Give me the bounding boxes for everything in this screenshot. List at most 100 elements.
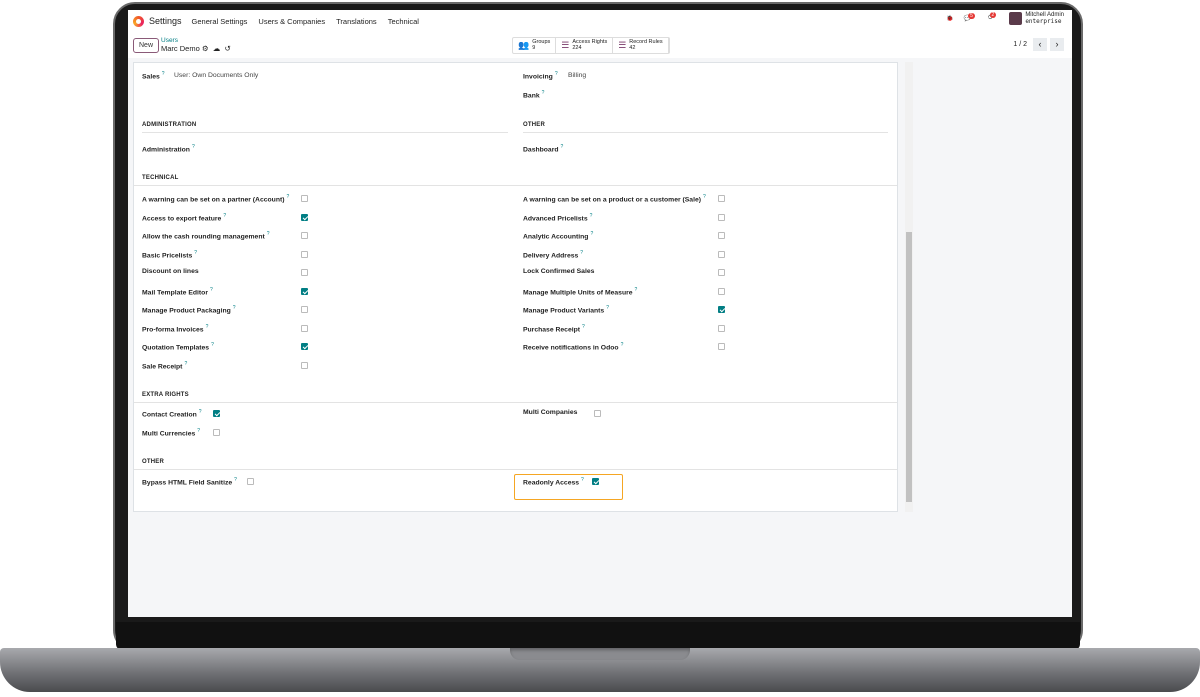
readonly-access-highlight xyxy=(514,474,623,500)
invoicing-value[interactable]: Billing xyxy=(568,72,587,79)
bug-icon[interactable]: 🐞 xyxy=(946,16,954,23)
help-icon[interactable]: ? xyxy=(590,231,594,237)
pro-forma-invoices-label: Pro-forma Invoices? xyxy=(142,323,209,333)
delivery-address-checkbox[interactable] xyxy=(718,250,725,258)
section-technical: TECHNICAL xyxy=(142,175,179,181)
groups-button[interactable]: 👥 Groups 9 xyxy=(513,38,557,53)
save-cloud-icon[interactable]: ☁ xyxy=(212,44,221,53)
purchase-receipt-label: Purchase Receipt? xyxy=(523,323,585,333)
help-icon[interactable]: ? xyxy=(620,342,624,348)
help-icon[interactable]: ? xyxy=(197,427,201,434)
analytic-accounting-checkbox[interactable] xyxy=(718,232,725,239)
messages-icon[interactable]: 💬5 xyxy=(963,13,975,23)
help-icon[interactable]: ? xyxy=(606,305,609,311)
help-icon[interactable]: ? xyxy=(286,194,290,200)
help-icon[interactable]: ? xyxy=(582,323,585,330)
multi-currencies-checkbox[interactable] xyxy=(213,428,220,436)
help-icon[interactable]: ? xyxy=(198,409,202,415)
help-icon[interactable]: ? xyxy=(703,194,706,200)
divider xyxy=(134,185,897,186)
discount-on-lines-checkbox[interactable] xyxy=(301,269,308,276)
control-panel: New Users Marc Demo ⚙ ☁ ↺ 👥 Groups 9 ☰ Acce… xyxy=(128,36,1072,58)
menu-general-settings[interactable]: General Settings xyxy=(191,16,248,26)
sales-value[interactable]: User: Own Documents Only xyxy=(174,72,259,79)
bypass-html-field-sanitize-label: Bypass HTML Field Sanitize? xyxy=(142,477,237,487)
help-icon[interactable]: ? xyxy=(266,231,270,237)
app-name[interactable]: Settings xyxy=(149,16,182,26)
access-rights-button[interactable]: ☰ Access Rights 224 xyxy=(556,38,614,53)
new-button[interactable]: New xyxy=(133,38,160,53)
invoicing-label: Invoicing? xyxy=(523,71,558,81)
scrollbar[interactable] xyxy=(905,62,913,512)
stat-label: Access Rights xyxy=(572,39,608,45)
help-icon[interactable]: ? xyxy=(194,249,198,256)
advanced-pricelists-checkbox[interactable] xyxy=(718,213,725,221)
form-sheet: Sales? User: Own Documents Only Invoicin… xyxy=(133,62,898,512)
previous-button[interactable]: ‹ xyxy=(1033,38,1047,51)
pro-forma-invoices-checkbox[interactable] xyxy=(301,324,308,332)
access-to-export-feature-checkbox[interactable] xyxy=(301,213,308,221)
breadcrumb: Users Marc Demo ⚙ ☁ ↺ xyxy=(161,37,231,53)
avatar[interactable] xyxy=(1009,12,1023,26)
menu-translations[interactable]: Translations xyxy=(336,16,377,26)
form-body: Sales? User: Own Documents Only Invoicin… xyxy=(128,58,1072,617)
a-warning-can-be-set-on-a-partner-account-checkbox[interactable] xyxy=(301,195,308,202)
menu-users-companies[interactable]: Users & Companies xyxy=(258,16,326,26)
divider xyxy=(142,132,508,133)
stat-label: Groups xyxy=(532,39,551,45)
gear-icon[interactable]: ⚙ xyxy=(201,44,209,53)
help-icon[interactable]: ? xyxy=(634,286,638,293)
user-name[interactable]: Mitchell Admin xyxy=(1025,12,1064,18)
help-icon[interactable]: ? xyxy=(211,342,214,348)
smart-buttons: 👥 Groups 9 ☰ Access Rights 224 ☰ Record Rules… xyxy=(512,37,670,54)
bypass-html-field-sanitize-checkbox[interactable] xyxy=(247,478,254,485)
breadcrumb-users[interactable]: Users xyxy=(161,37,178,44)
manage-multiple-units-of-measure-label: Manage Multiple Units of Measure? xyxy=(523,286,638,296)
next-button[interactable]: › xyxy=(1050,38,1064,51)
receive-notifications-in-odoo-checkbox[interactable] xyxy=(718,343,725,350)
receive-notifications-in-odoo-label: Receive notifications in Odoo? xyxy=(523,342,624,352)
lock-confirmed-sales-checkbox[interactable] xyxy=(718,269,725,276)
help-icon[interactable]: ? xyxy=(589,212,593,219)
purchase-receipt-checkbox[interactable] xyxy=(718,324,725,332)
manage-product-packaging-checkbox[interactable] xyxy=(301,306,308,313)
basic-pricelists-checkbox[interactable] xyxy=(301,250,308,258)
help-icon[interactable]: ? xyxy=(209,286,213,293)
mail-template-editor-checkbox[interactable] xyxy=(301,287,308,295)
readonly-access-checkbox[interactable] xyxy=(592,478,599,485)
odoo-logo-icon[interactable] xyxy=(133,15,144,27)
multi-companies-checkbox[interactable] xyxy=(594,410,601,417)
allow-the-cash-rounding-management-checkbox[interactable] xyxy=(301,232,308,239)
help-icon[interactable]: ? xyxy=(205,323,209,330)
manage-multiple-units-of-measure-checkbox[interactable] xyxy=(718,287,725,295)
contact-creation-checkbox[interactable] xyxy=(213,410,220,417)
record-rules-button[interactable]: ☰ Record Rules 42 xyxy=(613,38,669,53)
a-warning-can-be-set-on-a-product-or-a-customer-sale-label: A warning can be set on a product or a c… xyxy=(523,194,706,204)
menu-technical[interactable]: Technical xyxy=(387,16,419,26)
stat-label: Record Rules xyxy=(629,39,663,45)
users-icon: 👥 xyxy=(518,40,530,50)
screen: Settings General Settings Users & Compan… xyxy=(128,10,1072,617)
help-icon[interactable]: ? xyxy=(580,249,584,256)
help-icon[interactable]: ? xyxy=(223,212,227,219)
section-extra-rights: EXTRA RIGHTS xyxy=(142,392,189,398)
sales-label: Sales? xyxy=(142,71,165,81)
discard-icon[interactable]: ↺ xyxy=(224,44,231,53)
quotation-templates-checkbox[interactable] xyxy=(301,343,308,350)
help-icon[interactable]: ? xyxy=(581,477,584,483)
delivery-address-label: Delivery Address? xyxy=(523,249,584,259)
divider xyxy=(134,402,897,403)
sale-receipt-checkbox[interactable] xyxy=(301,361,308,369)
help-icon[interactable]: ? xyxy=(234,477,237,483)
help-icon[interactable]: ? xyxy=(232,305,236,311)
a-warning-can-be-set-on-a-product-or-a-customer-sale-checkbox[interactable] xyxy=(718,195,725,202)
activities-icon[interactable]: ⏱2 xyxy=(987,12,997,22)
advanced-pricelists-label: Advanced Pricelists? xyxy=(523,212,593,222)
divider xyxy=(134,469,897,470)
manage-product-variants-checkbox[interactable] xyxy=(718,306,725,313)
section-administration: ADMINISTRATION xyxy=(142,122,197,128)
quotation-templates-label: Quotation Templates? xyxy=(142,342,214,352)
help-icon[interactable]: ? xyxy=(184,360,188,367)
scrollbar-thumb[interactable] xyxy=(906,232,912,502)
laptop-notch xyxy=(510,648,690,660)
